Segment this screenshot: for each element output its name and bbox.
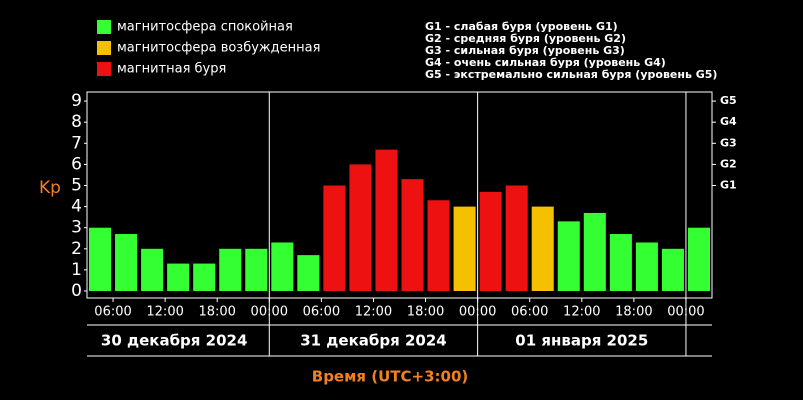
legend-swatch [97,62,111,76]
y-tick-label: 2 [71,239,82,259]
y2-tick-label: G3 [720,136,737,149]
y-tick-label: 9 [71,91,82,111]
y-tick-label: 0 [71,281,82,301]
bar [193,263,216,291]
y2-tick-label: G2 [720,157,737,170]
bar [375,149,398,291]
x-axis-label: Время (UTC+3:00) [312,368,468,386]
y-axis-label: Kp [39,178,61,198]
y-tick-label: 7 [71,133,82,153]
storm-level-label: G4 - очень сильная буря (уровень G4) [425,56,666,69]
x-tick-label: 06:00 [511,305,548,320]
x-tick-label: 18:00 [615,305,652,320]
x-tick-label: 12:00 [146,305,183,320]
y-tick-label: 5 [71,176,82,196]
day-label: 31 декабря 2024 [300,332,447,350]
bar [323,185,346,291]
bar [583,212,606,291]
plot-frame [86,91,713,299]
bar [479,191,502,291]
bar [245,248,268,291]
bar [687,227,710,291]
storm-level-label: G3 - сильная буря (уровень G3) [425,44,625,57]
legend-label: магнитосфера возбужденная [117,41,320,56]
x-tick-label: 18:00 [198,305,235,320]
storm-level-label: G5 - экстремально сильная буря (уровень … [425,68,717,81]
bar [219,248,242,291]
bar [505,185,528,291]
bar [115,234,138,291]
bar [297,255,320,291]
y-tick-label: 6 [71,154,82,174]
bar [609,234,632,291]
y2-tick-label: G1 [720,179,737,192]
y-tick-label: 1 [71,260,82,280]
bar [531,206,554,291]
x-tick-label: 06:00 [303,305,340,320]
storm-level-label: G1 - слабая буря (уровень G1) [425,20,618,33]
legend-label: магнитная буря [117,62,226,77]
day-label: 30 декабря 2024 [101,332,248,350]
day-label: 01 января 2025 [515,332,648,350]
bar [557,221,580,291]
bar [141,248,164,291]
y-tick-label: 8 [71,112,82,132]
bar [167,263,190,291]
bar [401,179,424,291]
bar [453,206,476,291]
x-tick-label: 12:00 [563,305,600,320]
y-tick-label: 3 [71,218,82,238]
x-tick-label: 18:00 [407,305,444,320]
y2-tick-label: G4 [720,115,737,128]
bar [661,248,684,291]
bar [427,200,450,291]
storm-level-label: G2 - средняя буря (уровень G2) [425,32,626,45]
legend-swatch [97,41,111,55]
legend-label: магнитосфера спокойная [117,20,293,35]
y2-tick-label: G5 [720,94,737,107]
x-tick-label: 06:00 [94,305,131,320]
bar [349,164,372,291]
bar [635,242,658,291]
legend-swatch [97,20,111,34]
y-tick-label: 4 [71,197,82,217]
bar [89,227,112,291]
bar [271,242,294,291]
x-tick-label: 12:00 [355,305,392,320]
